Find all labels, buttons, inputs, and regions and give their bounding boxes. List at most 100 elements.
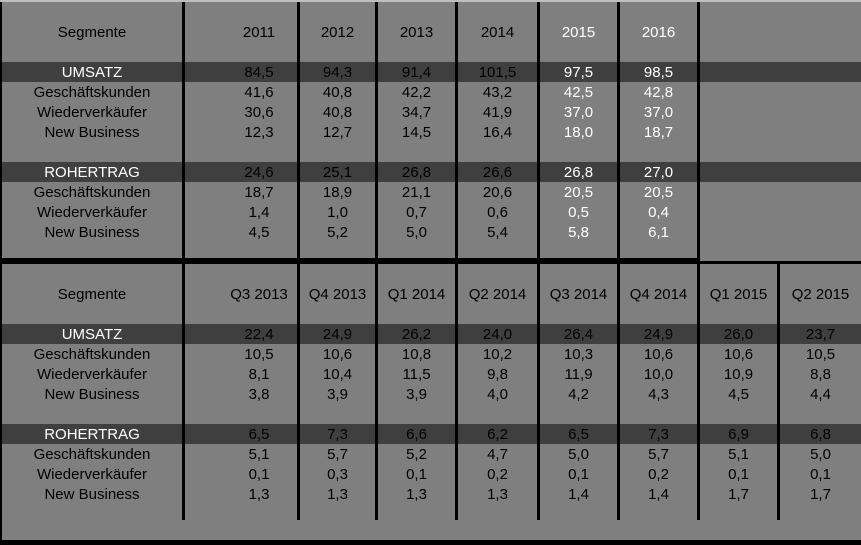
value-cell[interactable]: 5,7 — [300, 444, 378, 464]
value-cell[interactable]: 30,6 — [185, 102, 300, 122]
value-cell[interactable]: 6,5 — [185, 424, 300, 444]
row-label[interactable]: Wiederverkäufer — [2, 202, 185, 222]
tail-cell[interactable] — [458, 242, 540, 258]
value-cell[interactable]: 21,1 — [378, 182, 458, 202]
value-cell[interactable]: 24,9 — [620, 324, 700, 344]
value-cell[interactable]: 14,5 — [378, 122, 458, 142]
value-cell[interactable]: 10,6 — [300, 344, 378, 364]
value-cell[interactable]: 40,8 — [300, 82, 378, 102]
value-cell[interactable]: 27,0 — [620, 162, 700, 182]
column-header-q4-2013[interactable]: Q4 2013 — [300, 264, 378, 324]
value-cell[interactable]: 4,3 — [620, 384, 700, 404]
row-label[interactable]: New Business — [2, 384, 185, 404]
value-cell[interactable]: 20,5 — [620, 182, 700, 202]
value-cell[interactable]: 22,4 — [185, 324, 300, 344]
column-header-2016[interactable]: 2016 — [620, 2, 700, 62]
value-cell[interactable]: 1,3 — [458, 484, 540, 504]
value-cell[interactable]: 8,1 — [185, 364, 300, 384]
value-cell[interactable] — [185, 142, 300, 162]
value-cell[interactable]: 10,5 — [805, 345, 836, 363]
value-cell[interactable]: 23,7 — [780, 324, 861, 344]
tail-cell[interactable] — [540, 242, 620, 258]
value-cell[interactable]: 12,7 — [300, 122, 378, 142]
tail-cell[interactable] — [620, 242, 700, 258]
value-cell[interactable]: 20,6 — [458, 182, 540, 202]
value-cell[interactable]: 3,9 — [378, 384, 458, 404]
tail-cell[interactable] — [185, 242, 300, 258]
row-label[interactable]: Geschäftskunden — [2, 344, 185, 364]
value-cell[interactable]: 26,4 — [540, 324, 620, 344]
value-cell[interactable]: 4,5 — [185, 222, 300, 242]
value-cell[interactable]: 18,0 — [540, 122, 620, 142]
column-header-segmente[interactable]: Segmente — [2, 2, 185, 62]
column-header-2015[interactable]: 2015 — [540, 2, 620, 62]
value-cell[interactable] — [620, 404, 700, 424]
value-cell[interactable] — [458, 404, 540, 424]
tail-cell[interactable] — [185, 504, 300, 520]
value-cell[interactable]: 18,7 — [185, 182, 300, 202]
value-cell[interactable]: 42,8 — [620, 82, 700, 102]
value-cell[interactable]: 4,4 — [810, 385, 831, 403]
column-header-2011[interactable]: 2011 — [185, 2, 300, 62]
row-label[interactable]: Geschäftskunden — [2, 444, 185, 464]
value-cell[interactable]: 7,3 — [620, 424, 700, 444]
value-cell[interactable]: 24,9 — [300, 324, 378, 344]
value-cell[interactable] — [700, 404, 780, 424]
value-cell[interactable]: 41,6 — [185, 82, 300, 102]
value-cell[interactable]: 1,3 — [185, 484, 300, 504]
row-label[interactable]: New Business — [2, 484, 185, 504]
tail-cell[interactable] — [780, 504, 861, 520]
value-cell[interactable]: 0,7 — [378, 202, 458, 222]
value-cell[interactable]: 91,4 — [378, 62, 458, 82]
value-cell[interactable] — [620, 142, 700, 162]
column-header-q1-2015[interactable]: Q1 2015 — [700, 264, 780, 324]
value-cell[interactable]: 26,2 — [378, 324, 458, 344]
value-cell[interactable] — [378, 404, 458, 424]
value-cell[interactable]: 94,3 — [300, 62, 378, 82]
value-cell[interactable]: 0,4 — [620, 202, 700, 222]
value-cell[interactable]: 10,9 — [700, 364, 780, 384]
value-cell[interactable]: 24,0 — [458, 324, 540, 344]
tail-cell[interactable] — [300, 242, 378, 258]
value-cell[interactable] — [458, 142, 540, 162]
row-label[interactable]: UMSATZ — [2, 62, 185, 82]
tail-cell[interactable] — [2, 242, 185, 258]
value-cell[interactable]: 12,3 — [185, 122, 300, 142]
value-cell[interactable]: 26,8 — [378, 162, 458, 182]
column-header-q3-2014[interactable]: Q3 2014 — [540, 264, 620, 324]
value-cell[interactable]: 6,9 — [700, 424, 780, 444]
value-cell[interactable]: 34,7 — [378, 102, 458, 122]
value-cell[interactable]: 5,4 — [458, 222, 540, 242]
value-cell[interactable]: 1,0 — [300, 202, 378, 222]
column-header-segmente[interactable]: Segmente — [2, 264, 185, 324]
value-cell[interactable]: 5,8 — [540, 222, 620, 242]
value-cell[interactable] — [300, 142, 378, 162]
value-cell[interactable]: 97,5 — [540, 62, 620, 82]
tail-cell[interactable] — [2, 504, 185, 520]
value-cell[interactable] — [378, 142, 458, 162]
row-label[interactable]: ROHERTRAG — [2, 162, 185, 182]
value-cell[interactable] — [540, 142, 620, 162]
value-cell[interactable]: 24,6 — [185, 162, 300, 182]
value-cell[interactable]: 6,1 — [620, 222, 700, 242]
tail-cell[interactable] — [458, 504, 540, 520]
column-header-2013[interactable]: 2013 — [378, 2, 458, 62]
value-cell[interactable]: 0,5 — [540, 202, 620, 222]
value-cell[interactable]: 9,8 — [458, 364, 540, 384]
value-cell[interactable]: 5,2 — [300, 222, 378, 242]
value-cell[interactable]: 84,5 — [185, 62, 300, 82]
value-cell[interactable]: 37,0 — [540, 102, 620, 122]
value-cell[interactable] — [780, 404, 861, 424]
value-cell[interactable]: 0,1 — [378, 464, 458, 484]
value-cell[interactable]: 5,1 — [185, 444, 300, 464]
value-cell[interactable]: 6,2 — [458, 424, 540, 444]
value-cell[interactable]: 0,3 — [300, 464, 378, 484]
value-cell[interactable]: 42,5 — [540, 82, 620, 102]
value-cell[interactable]: 1,3 — [300, 484, 378, 504]
row-label[interactable]: UMSATZ — [2, 324, 185, 344]
value-cell[interactable]: 16,4 — [458, 122, 540, 142]
value-cell[interactable]: 8,8 — [810, 365, 831, 383]
row-label[interactable]: Wiederverkäufer — [2, 464, 185, 484]
value-cell[interactable]: 3,8 — [185, 384, 300, 404]
value-cell[interactable]: 1,3 — [378, 484, 458, 504]
